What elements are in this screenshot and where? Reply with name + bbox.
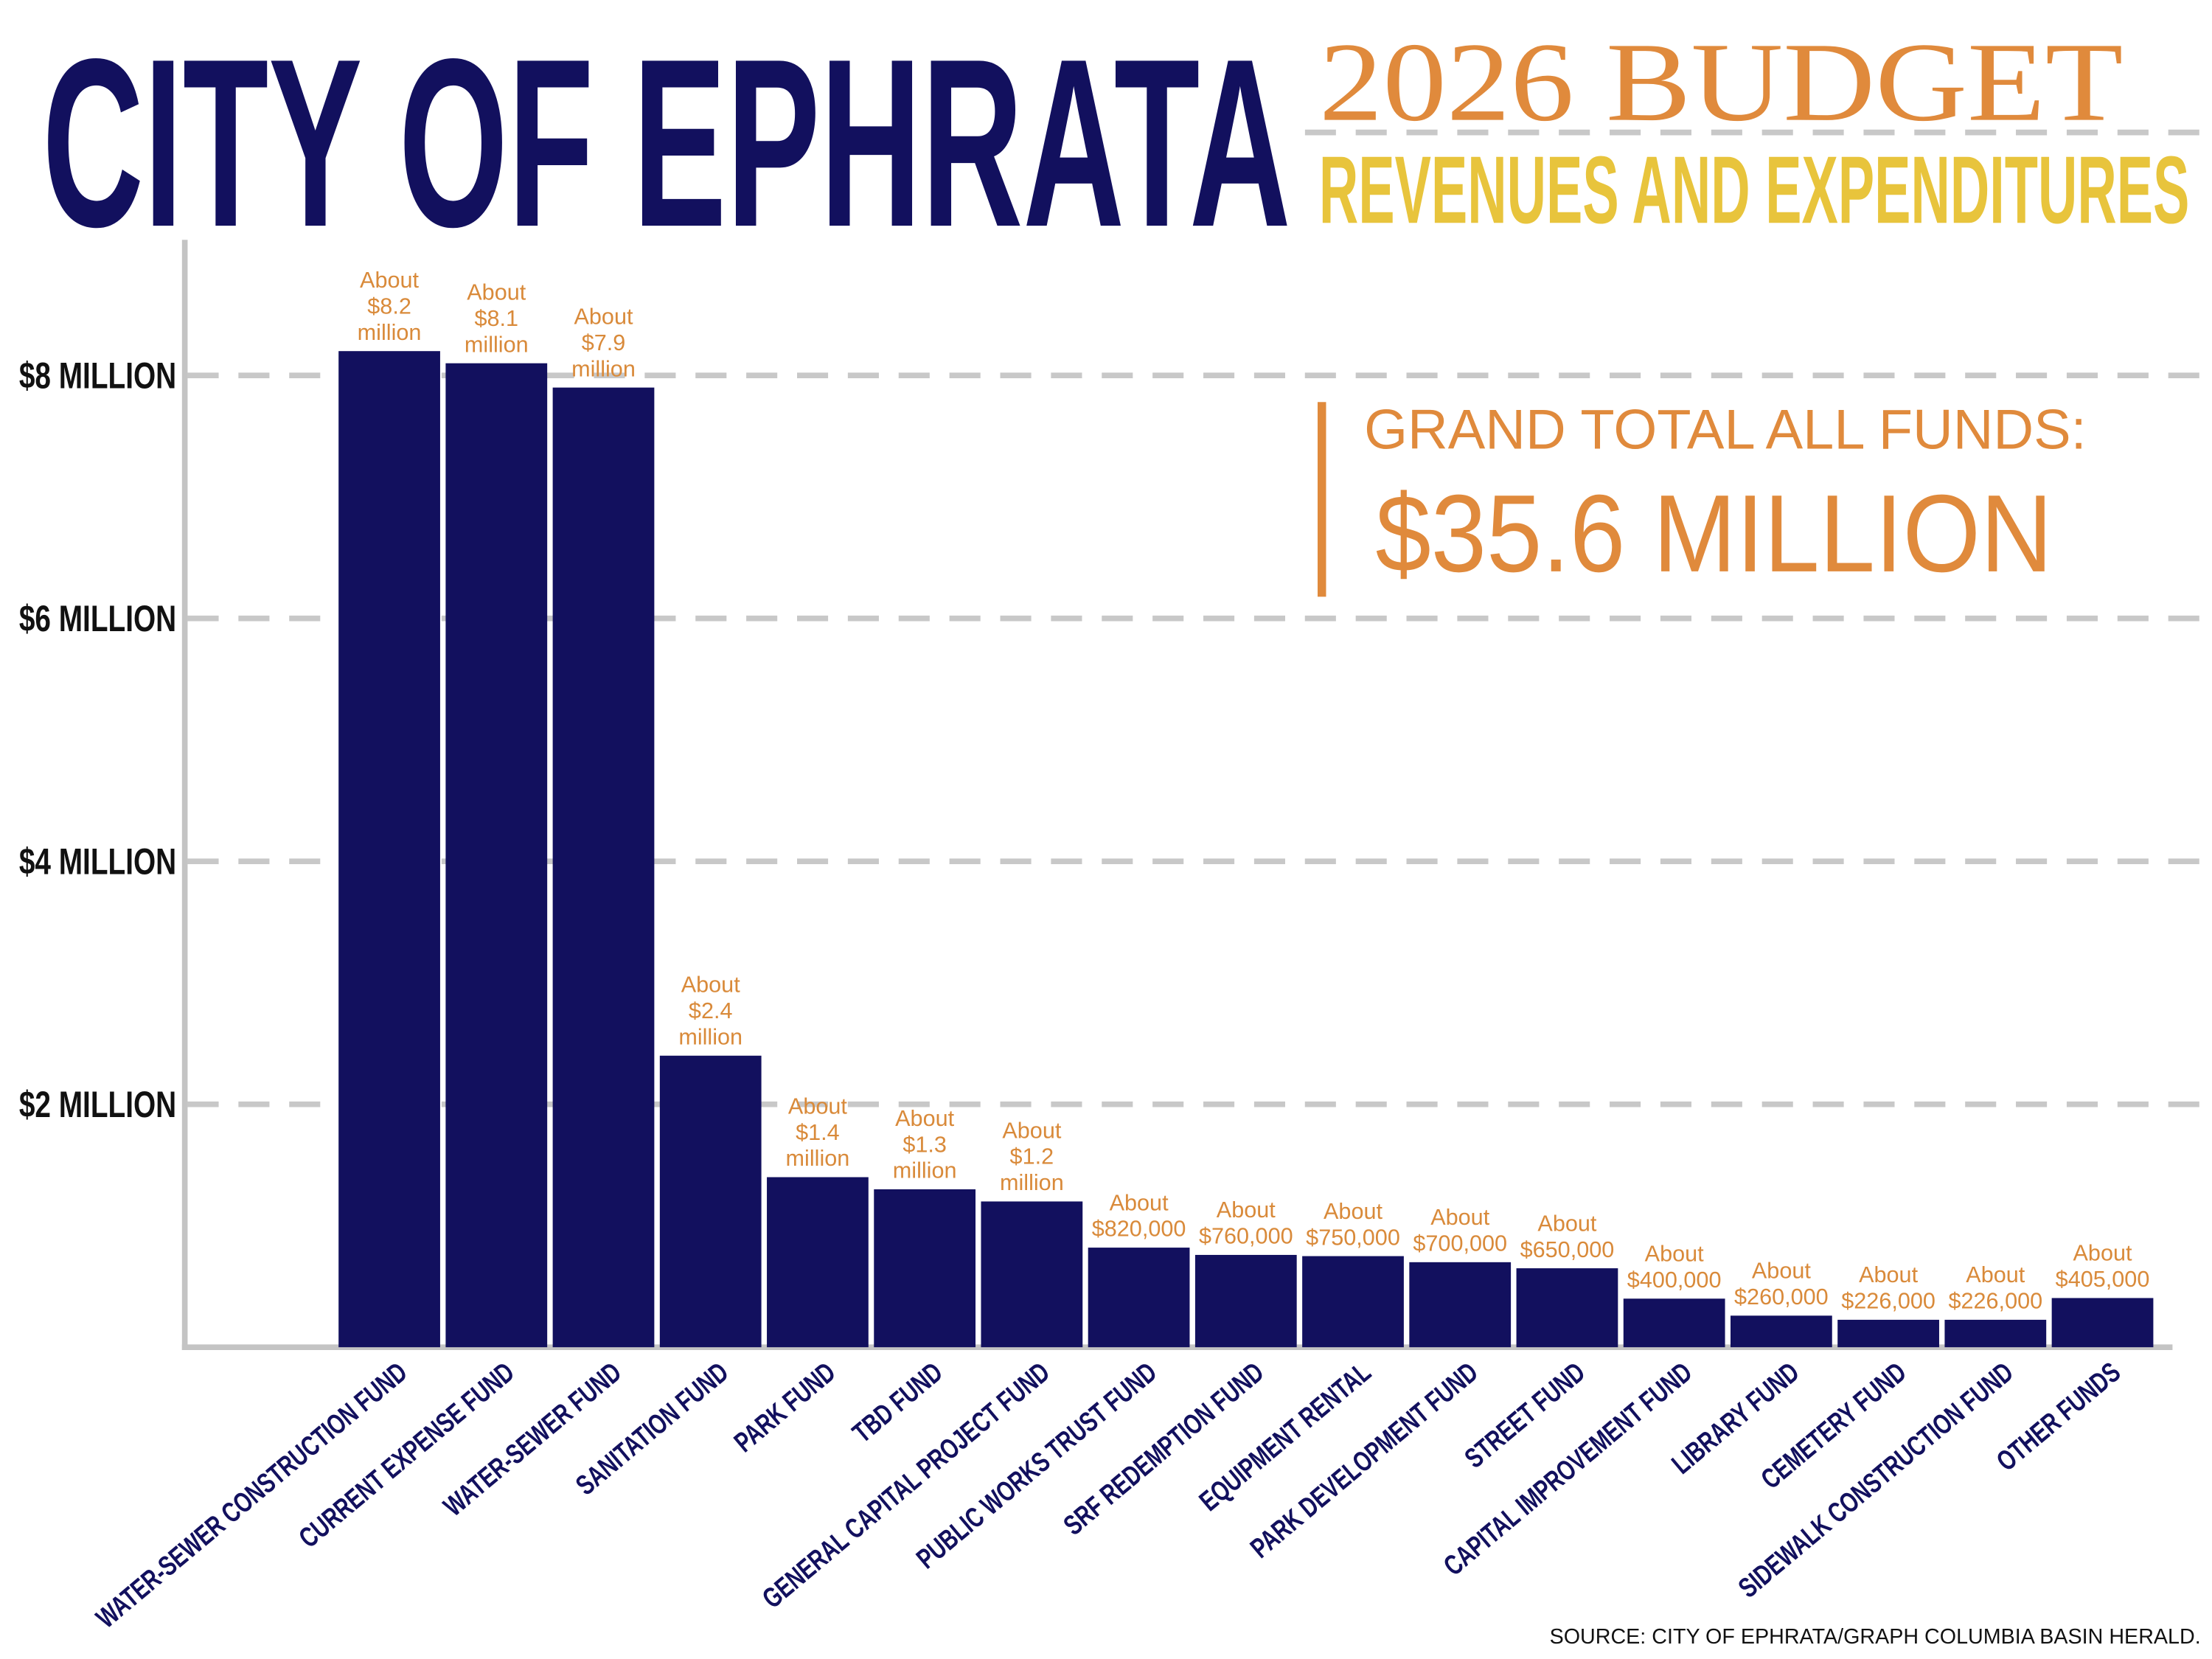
value-label: million — [1000, 1170, 1064, 1195]
value-label: million — [678, 1024, 742, 1049]
value-label: About — [2073, 1241, 2132, 1266]
bar — [2051, 1298, 2154, 1348]
value-label: About — [1217, 1197, 1276, 1222]
value-label: $750,000 — [1306, 1225, 1400, 1250]
value-label: $8.1 — [474, 306, 518, 331]
value-label: million — [786, 1146, 850, 1171]
bar — [1088, 1248, 1190, 1348]
bar — [1516, 1268, 1618, 1348]
bar — [767, 1177, 869, 1348]
bar — [338, 351, 440, 1348]
source: SOURCE: CITY OF EPHRATA/GRAPH COLUMBIA B… — [1550, 1625, 2201, 1649]
value-label: About — [1430, 1205, 1489, 1230]
total-label: GRAND TOTAL ALL FUNDS: — [1364, 398, 2087, 461]
value-label: $226,000 — [1948, 1289, 2042, 1314]
value-label: million — [571, 356, 636, 381]
bar — [981, 1201, 1083, 1348]
value-label: About — [1002, 1118, 1061, 1143]
value-label: $226,000 — [1841, 1289, 1935, 1314]
value-label: million — [358, 320, 422, 345]
value-label: $650,000 — [1520, 1237, 1615, 1262]
value-label: About — [1110, 1190, 1169, 1215]
value-label: million — [465, 332, 529, 357]
value-label: About — [1537, 1211, 1596, 1236]
bar — [1837, 1319, 1939, 1348]
title-backdrop — [14, 28, 1305, 240]
value-label: About — [895, 1106, 954, 1131]
y-tick-label: $4 MILLION — [19, 842, 176, 883]
bar — [1731, 1315, 1832, 1348]
y-tick-label: $2 MILLION — [19, 1085, 176, 1125]
value-label: $1.3 — [902, 1132, 947, 1157]
value-label: About — [681, 973, 740, 998]
value-label: $1.2 — [1010, 1144, 1054, 1169]
chart-title: CITY OF EPHRATA — [42, 9, 1290, 276]
value-label: million — [893, 1158, 957, 1183]
value-label: $2.4 — [689, 998, 733, 1023]
bar — [1623, 1298, 1725, 1348]
bar — [659, 1055, 762, 1348]
bar — [1194, 1254, 1297, 1348]
value-label: About — [1324, 1199, 1382, 1224]
value-label: $820,000 — [1092, 1217, 1186, 1242]
value-label: $760,000 — [1199, 1224, 1293, 1249]
value-label: About — [788, 1093, 847, 1119]
bar — [445, 363, 548, 1348]
total-value: $35.6 MILLION — [1375, 472, 2052, 595]
value-label: About — [360, 268, 419, 293]
value-label: $8.2 — [367, 293, 411, 319]
bar — [874, 1189, 976, 1348]
subtitle-secondary: REVENUES AND EXPENDITURES — [1319, 136, 2189, 243]
value-label: $405,000 — [2056, 1267, 2150, 1292]
value-label: $1.4 — [796, 1120, 840, 1145]
bar — [1944, 1319, 2047, 1348]
value-label: About — [574, 305, 633, 330]
bar — [552, 387, 655, 1348]
value-label: $400,000 — [1627, 1267, 1722, 1293]
y-tick-label: $6 MILLION — [19, 599, 176, 639]
value-label: About — [1859, 1262, 1918, 1287]
value-label: $260,000 — [1734, 1284, 1829, 1310]
value-label: $7.9 — [582, 330, 626, 355]
value-label: About — [1966, 1262, 2025, 1287]
grid — [187, 129, 2212, 1107]
total-accent — [1317, 402, 1326, 597]
value-label: $700,000 — [1413, 1231, 1507, 1256]
y-tick-label: $8 MILLION — [19, 356, 176, 397]
bar — [1409, 1262, 1512, 1348]
subtitle: 2026 BUDGET — [1319, 21, 2124, 145]
value-label: About — [467, 280, 526, 305]
bar — [1302, 1256, 1404, 1348]
value-label: About — [1752, 1259, 1811, 1284]
value-label: About — [1645, 1242, 1704, 1267]
